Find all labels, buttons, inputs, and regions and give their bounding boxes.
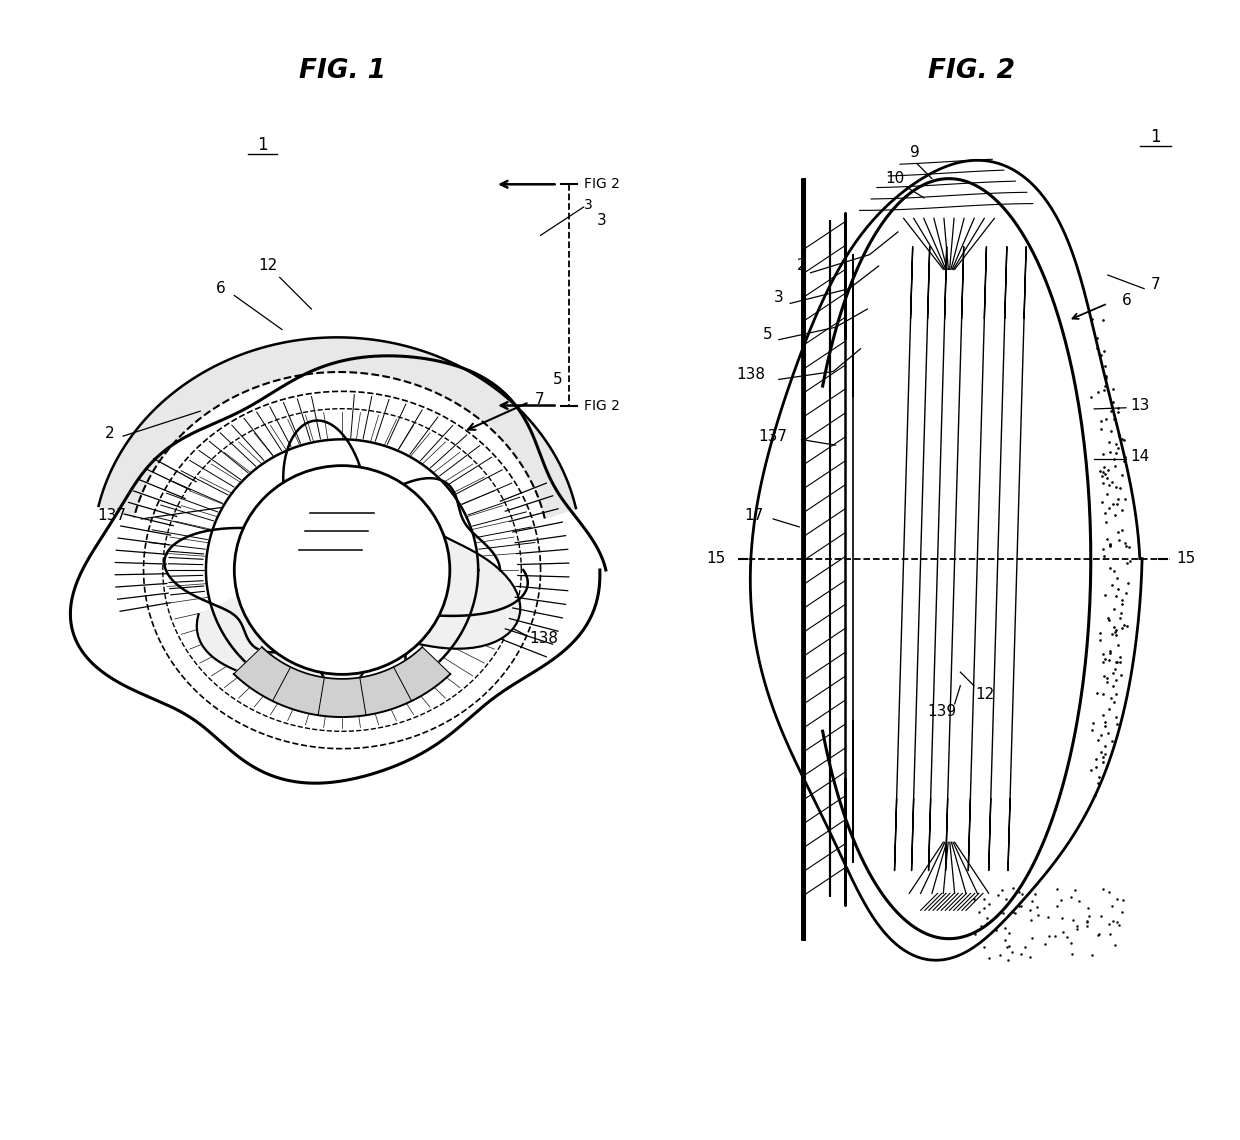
Text: 139: 139 bbox=[928, 705, 957, 719]
Text: 137: 137 bbox=[97, 508, 126, 523]
Text: 15: 15 bbox=[1176, 551, 1195, 567]
Polygon shape bbox=[234, 648, 450, 717]
Text: 10: 10 bbox=[885, 171, 904, 186]
Text: 138: 138 bbox=[737, 367, 765, 382]
Text: 9: 9 bbox=[910, 145, 920, 160]
Text: FIG. 1: FIG. 1 bbox=[299, 58, 386, 84]
Text: 3: 3 bbox=[774, 291, 784, 306]
Text: 12: 12 bbox=[976, 687, 994, 702]
Text: 14: 14 bbox=[1130, 449, 1149, 464]
Text: 12: 12 bbox=[259, 259, 278, 274]
Text: 137: 137 bbox=[759, 429, 787, 443]
Text: FIG 2: FIG 2 bbox=[584, 178, 620, 192]
Text: 13: 13 bbox=[1130, 398, 1149, 413]
Text: 2: 2 bbox=[104, 426, 114, 441]
Text: 5: 5 bbox=[763, 326, 773, 342]
Text: 15: 15 bbox=[707, 551, 725, 567]
Text: 5: 5 bbox=[553, 372, 563, 386]
Text: 3: 3 bbox=[584, 197, 593, 212]
Text: 3: 3 bbox=[598, 213, 608, 228]
Text: 6: 6 bbox=[1121, 293, 1131, 308]
Polygon shape bbox=[197, 513, 521, 701]
Polygon shape bbox=[98, 337, 575, 519]
Text: 2: 2 bbox=[796, 259, 806, 274]
Text: 6: 6 bbox=[216, 282, 226, 296]
Text: 7: 7 bbox=[1151, 277, 1161, 292]
Text: 1: 1 bbox=[258, 136, 268, 154]
Ellipse shape bbox=[234, 465, 450, 675]
Text: 7: 7 bbox=[534, 392, 544, 407]
Text: FIG. 2: FIG. 2 bbox=[929, 58, 1016, 84]
Text: 138: 138 bbox=[529, 630, 558, 645]
Text: FIG 2: FIG 2 bbox=[584, 399, 620, 413]
Text: 17: 17 bbox=[744, 508, 764, 523]
Text: 1: 1 bbox=[1151, 128, 1161, 146]
